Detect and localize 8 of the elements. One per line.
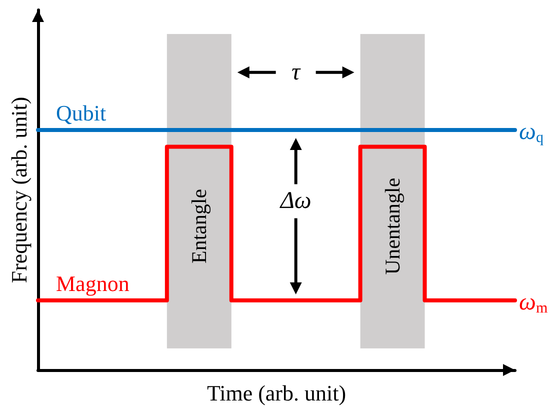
series-label: Qubit [56, 100, 106, 126]
annotation: Unentangle [380, 178, 405, 275]
annotation: Entangle [187, 188, 212, 264]
y-axis-title: Frequency (arb. unit) [6, 96, 32, 284]
text: τ [292, 59, 302, 86]
series-label: Magnon [56, 270, 130, 296]
annotation: Δω [279, 188, 312, 214]
x-axis-title: Time (arb. unit) [206, 380, 346, 406]
